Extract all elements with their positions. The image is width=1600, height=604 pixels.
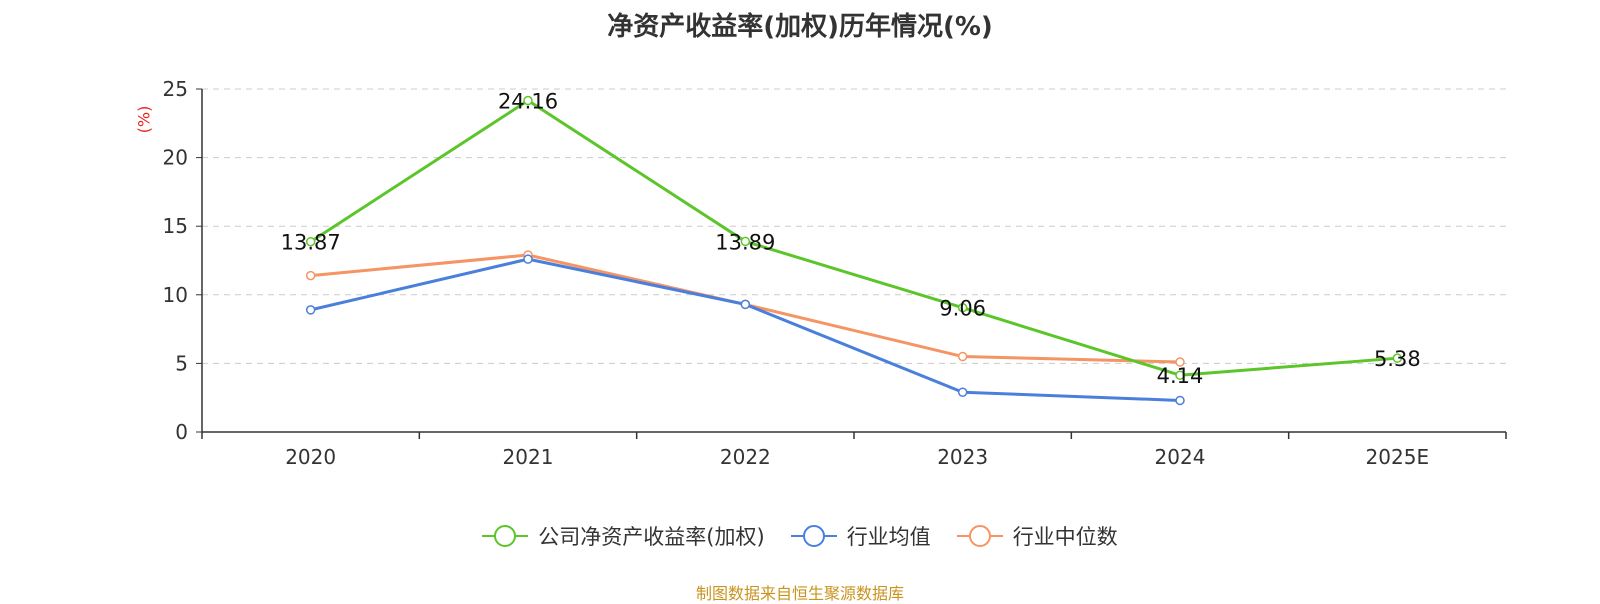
legend-item-company[interactable]: 公司净资产收益率(加权) — [482, 521, 765, 551]
y-tick-label: 10 — [163, 283, 188, 307]
x-tick-label: 2022 — [720, 445, 771, 469]
data-point — [1392, 353, 1403, 363]
y-tick-label: 0 — [175, 420, 188, 444]
legend-marker-icon — [482, 524, 529, 548]
x-tick-label: 2020 — [285, 445, 336, 469]
legend-label-industry-average: 行业均值 — [846, 525, 931, 549]
data-point — [523, 95, 533, 106]
y-tick-label: 5 — [175, 351, 188, 375]
data-source-note: 制图数据来自恒生聚源数据库 — [695, 584, 904, 603]
data-point — [305, 236, 316, 247]
legend: 公司净资产收益率(加权) 行业均值 行业中位数 — [0, 521, 1600, 551]
data-label: 5.38 — [1374, 347, 1421, 371]
data-label: 4.14 — [1157, 364, 1204, 388]
data-point — [523, 254, 533, 264]
y-tick-label: 25 — [163, 77, 188, 101]
x-tick-label: 2023 — [937, 445, 988, 469]
data-point — [957, 351, 968, 362]
data-point — [740, 299, 751, 310]
data-point — [1175, 370, 1185, 380]
y-tick-label: 15 — [163, 214, 188, 238]
data-point — [957, 302, 968, 313]
series-line-1 — [310, 257, 1181, 402]
series-line-0 — [309, 99, 1398, 377]
x-tick-label: 2021 — [503, 445, 554, 469]
legend-item-industry-average[interactable]: 行业均值 — [790, 521, 931, 551]
legend-label-company: 公司净资产收益率(加权) — [538, 525, 765, 549]
data-point — [305, 305, 316, 315]
legend-item-industry-median[interactable]: 行业中位数 — [956, 521, 1118, 551]
chart-title: 净资产收益率(加权)历年情况(%) — [607, 12, 993, 42]
data-point — [957, 387, 968, 397]
legend-marker-icon — [790, 524, 837, 548]
data-label: 9.06 — [939, 297, 986, 321]
data-point — [740, 236, 751, 247]
data-label: 13.89 — [715, 230, 775, 254]
data-point — [305, 270, 316, 281]
data-point — [1175, 357, 1185, 367]
x-tick-label: 2024 — [1155, 445, 1206, 469]
data-label: 24.16 — [498, 90, 558, 114]
y-tick-label: 20 — [163, 146, 188, 170]
legend-label-industry-median: 行业中位数 — [1012, 525, 1118, 549]
data-point — [1175, 395, 1185, 406]
legend-marker-icon — [956, 524, 1003, 548]
x-tick-label: 2025E — [1366, 445, 1430, 469]
data-label: 13.87 — [281, 231, 341, 255]
